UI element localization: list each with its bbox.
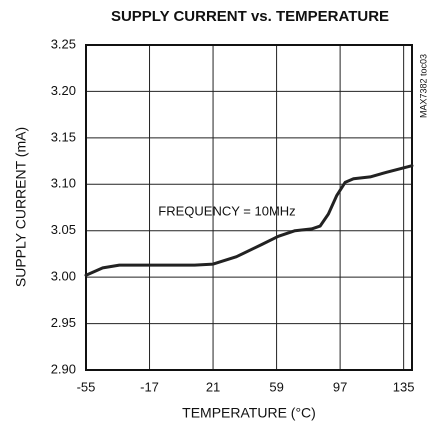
x-tick-label: -17 xyxy=(140,379,159,394)
x-tick-label: 59 xyxy=(269,379,283,394)
x-axis-label: TEMPERATURE (°C) xyxy=(182,405,316,421)
x-tick-label: -55 xyxy=(77,379,96,394)
y-tick-label: 3.10 xyxy=(51,176,76,191)
x-tick-label: 21 xyxy=(206,379,220,394)
y-tick-label: 3.15 xyxy=(51,129,76,144)
figure-id: MAX7382 toc03 xyxy=(418,54,428,118)
y-tick-label: 3.25 xyxy=(51,36,76,51)
x-tick-label: 97 xyxy=(333,379,347,394)
annotation: FREQUENCY = 10MHz xyxy=(158,203,295,218)
x-tick-label: 135 xyxy=(393,379,415,394)
y-tick-label: 2.95 xyxy=(51,315,76,330)
y-axis-label: SUPPLY CURRENT (mA) xyxy=(13,127,29,287)
plot-frame xyxy=(85,44,413,371)
y-tick-label: 2.90 xyxy=(51,361,76,376)
y-tick-label: 3.05 xyxy=(51,222,76,237)
y-tick-label: 3.20 xyxy=(51,83,76,98)
y-tick-label: 3.00 xyxy=(51,269,76,284)
chart-title: SUPPLY CURRENT vs. TEMPERATURE xyxy=(111,8,389,25)
data-line xyxy=(84,164,414,277)
